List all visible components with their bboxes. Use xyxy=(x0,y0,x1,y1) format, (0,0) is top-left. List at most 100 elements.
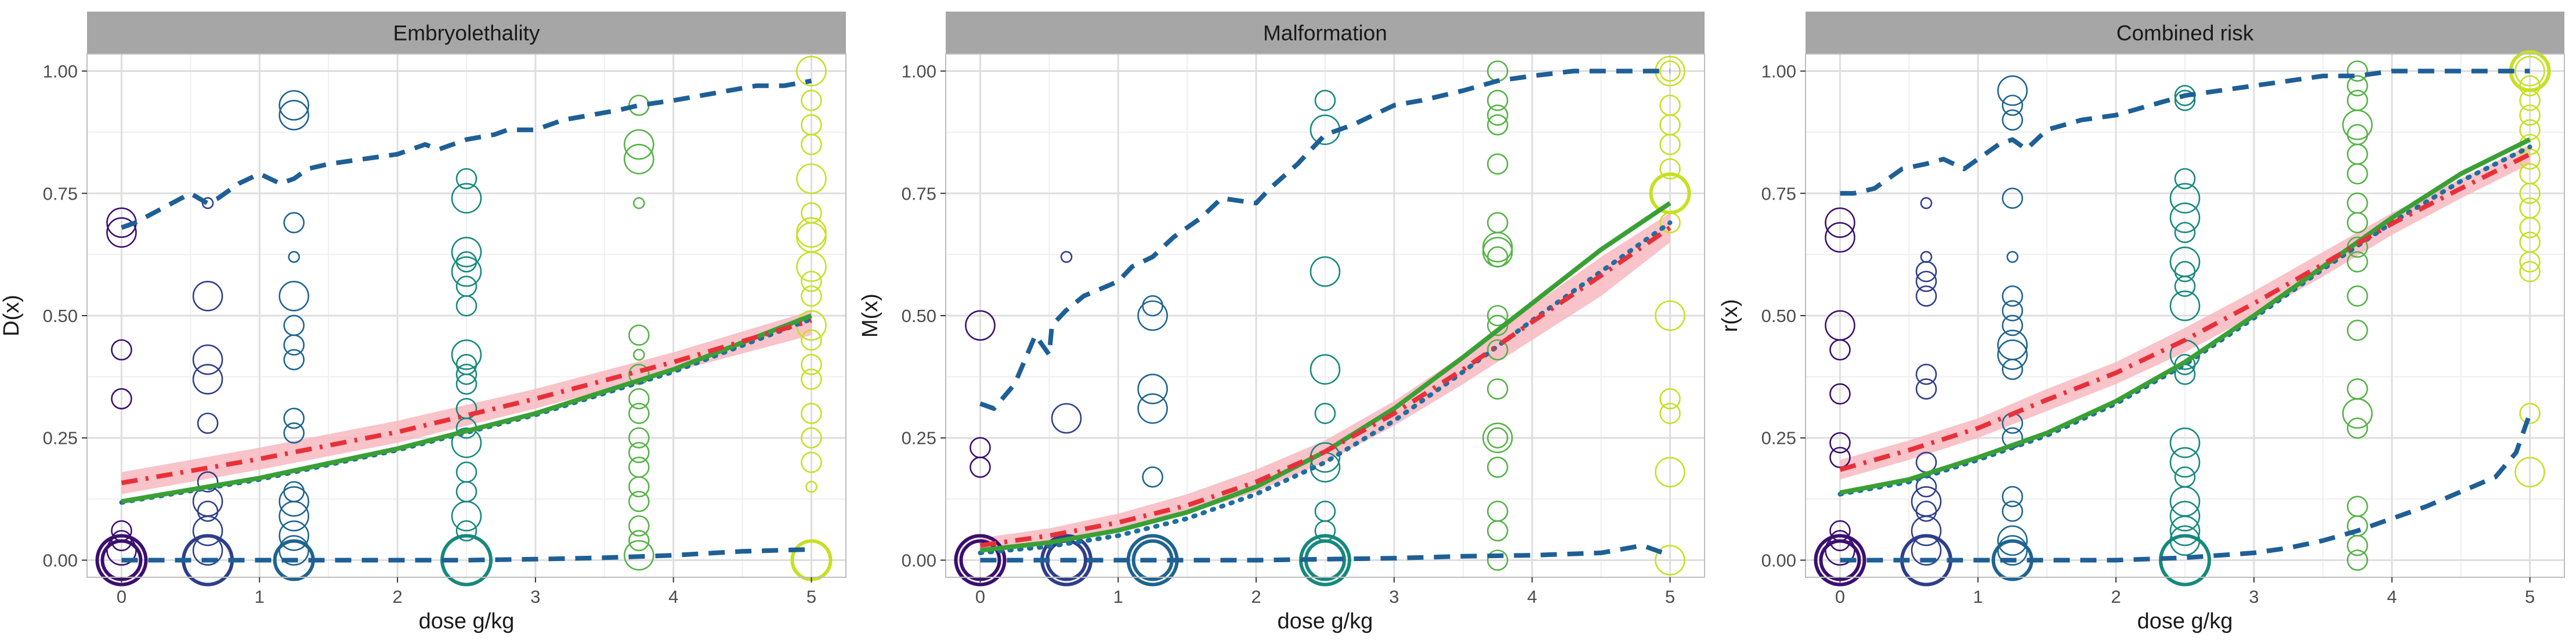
data-point xyxy=(1825,207,1855,238)
data-point xyxy=(1482,231,1513,263)
data-point xyxy=(1309,354,1341,385)
x-tick-label: 2 xyxy=(392,587,402,607)
series-line-dash-dot-estimate xyxy=(121,318,812,486)
data-point xyxy=(2519,104,2541,126)
y-tick-label: 0.50 xyxy=(43,306,78,326)
data-point xyxy=(628,490,650,512)
series-line-solid-fit xyxy=(121,313,812,504)
y-tick-label: 0.00 xyxy=(1761,550,1796,570)
series-line-lower-envelope xyxy=(121,547,812,563)
data-point xyxy=(628,324,650,346)
x-tick-label: 1 xyxy=(255,587,265,607)
y-tick-label: 1.00 xyxy=(1761,61,1796,82)
data-point xyxy=(2347,534,2368,556)
x-tick-label: 0 xyxy=(1835,587,1845,607)
y-tick-label: 0.75 xyxy=(902,183,936,204)
series-line-upper-envelope xyxy=(979,68,1670,411)
data-point xyxy=(2174,89,2196,111)
data-point xyxy=(624,129,654,160)
data-point xyxy=(278,501,310,531)
data-point xyxy=(1487,456,1508,478)
data-point xyxy=(455,168,477,190)
data-point xyxy=(2519,75,2541,97)
data-point xyxy=(1487,153,1508,175)
data-point xyxy=(278,100,310,131)
data-point xyxy=(2169,427,2201,458)
facet-panel-1: Embryolethality 0.00 0.25 0.50 0.75 1.00 0 1 2 3 4… xyxy=(0,12,846,634)
x-tick-label: 3 xyxy=(1389,587,1399,607)
series-line-dash-dot-estimate xyxy=(1839,152,2531,472)
x-tick-label: 5 xyxy=(806,587,816,607)
data-point xyxy=(106,217,137,248)
data-point xyxy=(2002,359,2023,381)
data-point xyxy=(1915,270,1937,292)
data-point xyxy=(192,280,223,312)
data-point xyxy=(2519,216,2541,238)
data-point xyxy=(2174,168,2196,190)
data-point xyxy=(278,486,310,517)
data-point xyxy=(1829,432,1851,454)
data-point xyxy=(2169,447,2201,478)
series-line-upper-envelope xyxy=(121,78,812,230)
facet-strip xyxy=(87,12,846,54)
data-point xyxy=(455,363,477,385)
data-point xyxy=(455,295,477,317)
data-point xyxy=(801,403,822,424)
data-point xyxy=(283,334,305,356)
data-point xyxy=(2347,417,2368,439)
data-point xyxy=(2174,276,2196,297)
data-point xyxy=(796,217,827,248)
y-axis-title: D(x) xyxy=(0,295,24,337)
data-point xyxy=(801,368,822,390)
y-tick-label: 0.00 xyxy=(902,550,936,570)
data-point xyxy=(2519,261,2541,283)
x-tick-label: 3 xyxy=(530,587,540,607)
data-point xyxy=(278,280,310,312)
data-point xyxy=(278,520,310,551)
data-point xyxy=(1659,60,1681,82)
facet-title: Malformation xyxy=(1263,21,1387,45)
data-point xyxy=(2519,251,2541,273)
data-point xyxy=(1655,545,1685,576)
data-point xyxy=(1314,403,1336,424)
data-point xyxy=(2342,398,2373,429)
y-axis-title: r(x) xyxy=(1718,299,1742,332)
data-point xyxy=(197,413,219,434)
data-point xyxy=(1659,403,1681,424)
data-point xyxy=(1659,158,1681,180)
y-tick-label: 0.00 xyxy=(43,550,78,570)
x-tick-label: 2 xyxy=(2111,587,2121,607)
data-point xyxy=(455,373,477,395)
data-point xyxy=(1060,251,1073,263)
x-axis-title: dose g/kg xyxy=(1278,609,1373,634)
gridlines xyxy=(946,54,1705,577)
series-line-upper-envelope xyxy=(1840,68,2530,196)
data-point xyxy=(2347,212,2368,234)
y-tick-label: 1.00 xyxy=(902,61,936,82)
data-point xyxy=(283,349,305,371)
x-tick-label: 2 xyxy=(1251,587,1261,607)
data-point xyxy=(1051,403,1082,434)
data-point xyxy=(283,407,305,429)
data-point xyxy=(801,451,822,473)
data-point xyxy=(801,329,822,351)
data-point xyxy=(192,344,223,375)
data-point xyxy=(624,143,654,175)
data-point xyxy=(197,471,219,493)
data-point xyxy=(969,456,991,478)
data-point xyxy=(2347,60,2368,82)
series-line-dotted-fit xyxy=(1837,144,2532,497)
data-point xyxy=(1825,222,1855,253)
data-point xyxy=(2174,222,2196,244)
data-point xyxy=(1997,339,2028,370)
data-point xyxy=(628,427,650,449)
data-point xyxy=(1487,104,1508,126)
data-point xyxy=(2174,261,2196,283)
y-tick-label: 0.50 xyxy=(902,306,936,326)
x-tick-label: 1 xyxy=(1973,587,1983,607)
x-tick-label: 1 xyxy=(1113,587,1123,607)
y-axis-title: M(x) xyxy=(858,294,882,338)
data-point xyxy=(1997,525,2028,556)
data-point xyxy=(1487,305,1508,327)
data-point xyxy=(1915,285,1937,307)
